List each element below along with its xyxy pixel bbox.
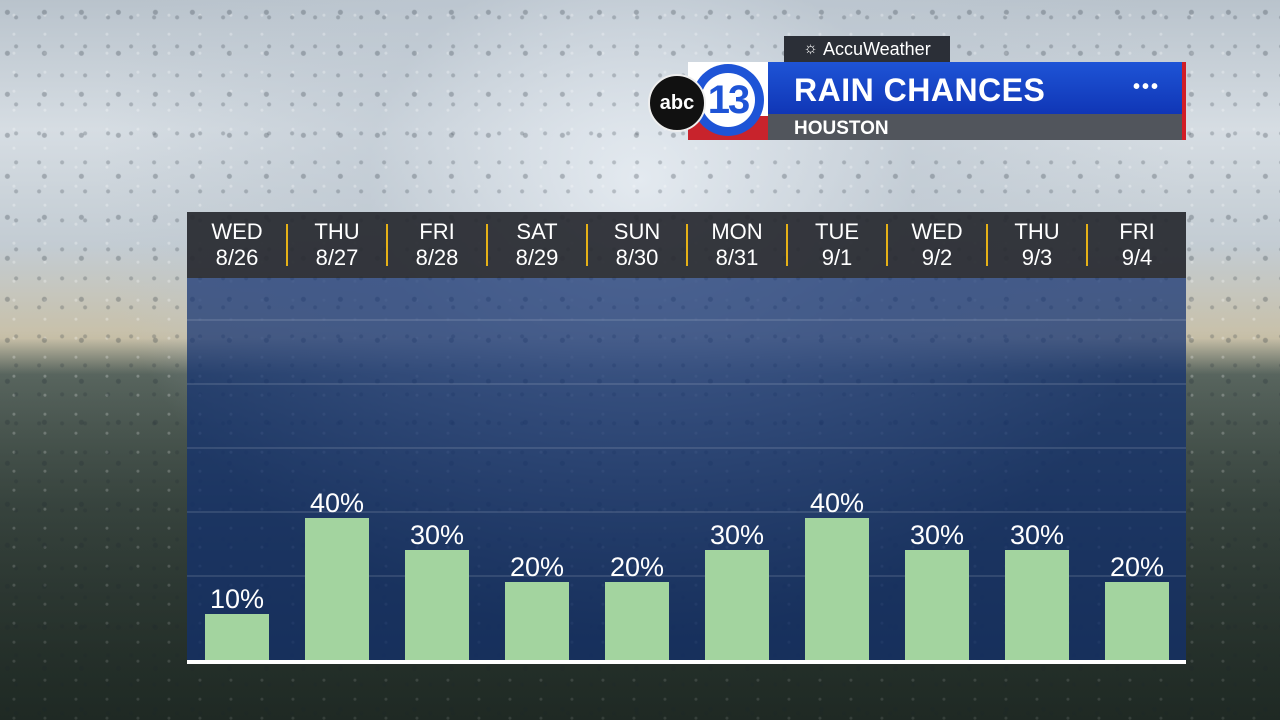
accent-stripe — [1182, 62, 1186, 140]
day-separator — [686, 224, 688, 266]
day-label: WED 8/26 — [187, 212, 287, 278]
bar-value-label: 20% — [510, 552, 564, 582]
bar-value-label: 20% — [1110, 552, 1164, 582]
day-label: FRI 9/4 — [1087, 212, 1187, 278]
day-date: 8/29 — [515, 245, 559, 270]
day-of-week: THU — [1014, 219, 1060, 244]
bar-fri-9-4 — [1105, 582, 1169, 660]
bar-fri-8-28 — [405, 550, 469, 660]
location-label: HOUSTON — [794, 118, 889, 139]
bar-value-label: 40% — [810, 488, 864, 518]
day-separator — [986, 224, 988, 266]
day-label: WED 9/2 — [887, 212, 987, 278]
day-label: MON 8/31 — [687, 212, 787, 278]
day-of-week: MON — [711, 219, 763, 244]
bar-value-label: 30% — [710, 520, 764, 550]
day-date: 8/28 — [415, 245, 459, 270]
bar-mon-8-31 — [705, 550, 769, 660]
day-of-week: THU — [314, 219, 360, 244]
title-banner-bottom — [768, 114, 1182, 140]
day-of-week: TUE — [815, 219, 859, 244]
day-label: THU 8/27 — [287, 212, 387, 278]
bar-sat-8-29 — [505, 582, 569, 660]
day-date: 8/26 — [215, 245, 259, 270]
title-banner-top — [768, 62, 1182, 114]
bar-tue-9-1 — [805, 518, 869, 660]
chart-baseline — [187, 660, 1186, 664]
day-label: FRI 8/28 — [387, 212, 487, 278]
day-date: 8/31 — [715, 245, 759, 270]
bar-value-label: 10% — [210, 584, 264, 614]
day-date: 9/2 — [921, 245, 953, 270]
bar-value-label: 20% — [610, 552, 664, 582]
day-separator — [386, 224, 388, 266]
accuweather-tag: ☼ AccuWeather — [784, 36, 950, 62]
bar-value-label: 30% — [910, 520, 964, 550]
day-label: TUE 9/1 — [787, 212, 887, 278]
more-dots-icon: ••• — [1132, 76, 1160, 98]
day-of-week: FRI — [1119, 219, 1155, 244]
day-separator — [286, 224, 288, 266]
rain-chance-chart: 10% 40% 30% 20% 20% 30% 40% 30% 30% 20% — [187, 319, 1186, 660]
abc-logo: abc — [648, 74, 706, 132]
bar-value-label: 40% — [310, 488, 364, 518]
station-number: 13 — [701, 73, 755, 127]
day-date: 8/30 — [615, 245, 659, 270]
day-date: 8/27 — [315, 245, 359, 270]
bar-sun-8-30 — [605, 582, 669, 660]
day-separator — [486, 224, 488, 266]
day-date: 9/3 — [1021, 245, 1053, 270]
day-of-week: SUN — [613, 219, 661, 244]
sponsor-label: AccuWeather — [822, 38, 931, 59]
bar-wed-9-2 — [905, 550, 969, 660]
day-of-week: SAT — [516, 219, 558, 244]
title-banner: RAIN CHANCES HOUSTON ••• — [768, 62, 1186, 140]
bar-value-label: 30% — [1010, 520, 1064, 550]
day-separator — [886, 224, 888, 266]
day-separator — [586, 224, 588, 266]
day-of-week: FRI — [419, 219, 455, 244]
day-label: SUN 8/30 — [587, 212, 687, 278]
bar-thu-9-3 — [1005, 550, 1069, 660]
bar-value-label: 30% — [410, 520, 464, 550]
bar-thu-8-27 — [305, 518, 369, 660]
day-of-week: WED — [211, 219, 263, 244]
day-of-week: WED — [911, 219, 963, 244]
day-date: 9/1 — [821, 245, 853, 270]
page-title: RAIN CHANCES — [794, 72, 1046, 108]
bar-wed-8-26 — [205, 614, 269, 660]
day-header-row: WED 8/26 THU 8/27 FRI 8/28 SAT 8/29 SUN 8/30 MON 8/… — [187, 212, 1186, 278]
day-date: 9/4 — [1121, 245, 1153, 270]
sun-icon: ☼ — [803, 40, 818, 57]
day-separator — [1086, 224, 1088, 266]
day-separator — [786, 224, 788, 266]
day-label: THU 9/3 — [987, 212, 1087, 278]
day-label: SAT 8/29 — [487, 212, 587, 278]
